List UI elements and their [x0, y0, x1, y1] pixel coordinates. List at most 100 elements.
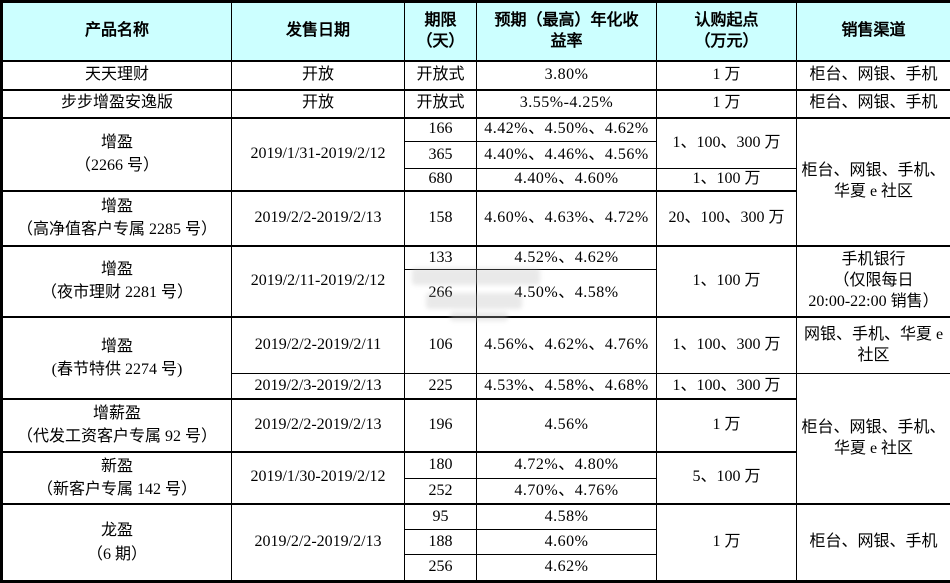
table-row: 252 4.70%、4.76%: [2, 478, 950, 505]
col-header-yield-line2: 益率: [550, 33, 583, 51]
term-cell: 252: [404, 478, 477, 505]
sale-dates-cell: 2019/2/2-2019/2/13: [231, 502, 405, 583]
header-row: 产品名称 发售日期 期限 （天） 预期（最高）年化收 益率 认购起点 （万元） …: [1, 1, 950, 62]
sale-dates-cell: 2019/2/11-2019/2/12: [231, 244, 405, 318]
product-name-line2: (春节特供 2274 号): [51, 360, 183, 378]
table-row: 天天理财 开放 开放式 3.80% 1 万 柜台、网银、手机: [1, 60, 950, 90]
channel-line2: （仅限每日: [833, 271, 914, 289]
yield-cell: 4.62%: [476, 554, 657, 583]
table-row: 188 4.60%: [2, 529, 950, 556]
product-name-line2: （6 期）: [86, 545, 147, 563]
term-cell: 106: [404, 315, 477, 375]
sale-dates-cell: 2019/2/2-2019/2/11: [231, 315, 405, 375]
yield-cell: 4.72%、4.80%: [476, 450, 657, 480]
min-subscription-cell: 20、100、300 万: [656, 189, 797, 247]
product-name-line1: 增薪盈: [92, 405, 141, 423]
yield-cell: 3.55%-4.25%: [476, 88, 657, 118]
min-subscription-cell: 1、100、300 万: [656, 315, 797, 375]
term-cell: 开放式: [404, 88, 477, 118]
channel-cell: 柜台、网银、手机、华夏 e 社区: [796, 373, 950, 505]
product-name-line1: 增盈: [100, 337, 133, 355]
term-cell: 开放式: [404, 60, 477, 90]
col-header-min: 认购起点 （万元）: [656, 1, 797, 62]
product-name-line1: 龙盈: [100, 522, 133, 540]
product-name-line1: 增盈: [100, 261, 133, 279]
table-row: 365 4.40%、4.46%、4.56%: [2, 141, 950, 169]
table-row: 步步增盈安逸版 开放 开放式 3.55%-4.25% 1 万 柜台、网银、手机: [1, 88, 950, 118]
col-header-dates: 发售日期: [231, 1, 405, 62]
product-name-cell: 步步增盈安逸版: [1, 88, 232, 118]
term-cell: 225: [404, 373, 477, 400]
product-name-cell: 龙盈 （6 期）: [1, 502, 232, 583]
term-cell: 365: [404, 141, 477, 169]
channel-cell: 柜台、网银、手机、华夏 e 社区: [796, 116, 950, 247]
channel-cell: 网银、手机、华夏 e 社区: [796, 315, 950, 375]
yield-cell: 4.42%、4.50%、4.62%: [476, 116, 657, 142]
product-name-line2: （新客户专属 142 号）: [36, 480, 197, 498]
sale-dates-cell: 2019/1/31-2019/2/12: [231, 116, 405, 192]
sale-dates-cell: 2019/2/2-2019/2/13: [231, 397, 405, 453]
yield-cell: 4.60%、4.63%、4.72%: [476, 189, 657, 247]
channel-cell: 柜台、网银、手机: [796, 502, 950, 583]
term-cell: 133: [404, 244, 477, 271]
sale-dates-cell: 2019/2/3-2019/2/13: [231, 373, 405, 400]
term-cell: 95: [404, 502, 477, 531]
channel-line3: 20:00-22:00 销售）: [808, 292, 939, 310]
table-row: 256 4.62%: [2, 554, 950, 583]
channel-line1: 手机银行: [841, 251, 906, 269]
yield-cell: 4.56%: [476, 397, 657, 453]
term-cell: 196: [404, 397, 477, 453]
product-name-cell: 增盈 （高净值客户专属 2285 号）: [1, 189, 232, 247]
channel-cell: 柜台、网银、手机: [796, 60, 950, 90]
product-name-line1: 增盈: [100, 198, 133, 216]
col-header-term-line1: 期限: [424, 11, 457, 29]
term-cell: 256: [404, 554, 477, 583]
term-cell: 266: [404, 269, 477, 318]
col-header-product: 产品名称: [1, 1, 232, 62]
table-row: 新盈 （新客户专属 142 号） 2019/1/30-2019/2/12 180…: [1, 450, 950, 505]
min-subscription-cell: 5、100 万: [656, 450, 797, 505]
table-row: 增盈 （2266 号） 2019/1/31-2019/2/12 166 4.42…: [1, 116, 950, 247]
yield-cell: 4.56%、4.62%、4.76%: [476, 315, 657, 375]
col-header-yield-line1: 预期（最高）年化收: [494, 11, 639, 29]
product-name-cell: 增盈 (春节特供 2274 号): [1, 315, 232, 400]
yield-cell: 4.40%、4.46%、4.56%: [476, 141, 657, 169]
yield-cell: 4.70%、4.76%: [476, 478, 657, 505]
term-cell: 188: [404, 529, 477, 556]
table-row: 2019/2/3-2019/2/13 225 4.53%、4.58%、4.68%…: [2, 373, 950, 505]
yield-cell: 3.80%: [476, 60, 657, 90]
min-subscription-cell: 1、100、300 万: [656, 373, 797, 400]
product-name-line2: （2266 号）: [74, 157, 159, 175]
channel-cell: 手机银行 （仅限每日 20:00-22:00 销售）: [796, 244, 950, 318]
col-header-min-line2: （万元）: [694, 33, 759, 51]
table-row: 增盈 （夜市理财 2281 号） 2019/2/11-2019/2/12 133…: [1, 244, 950, 318]
min-subscription-cell: 1 万: [656, 88, 797, 118]
yield-cell: 4.58%: [476, 502, 657, 531]
col-header-yield: 预期（最高）年化收 益率: [476, 1, 657, 62]
term-cell: 180: [404, 450, 477, 480]
col-header-term: 期限 （天）: [404, 1, 477, 62]
table-row: 680 4.40%、4.60% 1、100 万: [2, 167, 950, 192]
product-name-cell: 增薪盈 （代发工资客户专属 92 号）: [1, 397, 232, 453]
min-subscription-cell: 1 万: [656, 60, 797, 90]
col-header-term-line2: （天）: [416, 33, 465, 51]
product-name-line2: （夜市理财 2281 号）: [40, 284, 193, 302]
table-row: 增盈 (春节特供 2274 号) 2019/2/2-2019/2/11 106 …: [1, 315, 950, 400]
min-subscription-cell: 1 万: [656, 397, 797, 453]
term-cell: 166: [404, 116, 477, 142]
product-name-cell: 增盈 （2266 号）: [1, 116, 232, 192]
sale-dates-cell: 2019/2/2-2019/2/13: [231, 189, 405, 247]
yield-cell: 4.40%、4.60%: [476, 167, 657, 192]
sale-dates-cell: 开放: [231, 88, 405, 118]
table-row: 增盈 （高净值客户专属 2285 号） 2019/2/2-2019/2/13 1…: [1, 189, 950, 247]
product-name-cell: 新盈 （新客户专属 142 号）: [1, 450, 232, 505]
min-subscription-cell: 1、100 万: [656, 244, 797, 318]
min-subscription-cell: 1 万: [656, 502, 797, 583]
col-header-channel: 销售渠道: [796, 1, 950, 62]
product-name-line2: （高净值客户专属 2285 号）: [16, 221, 217, 239]
product-name-cell: 增盈 （夜市理财 2281 号）: [1, 244, 232, 318]
min-subscription-cell: 1、100 万: [656, 167, 797, 192]
product-name-cell: 天天理财: [1, 60, 232, 90]
